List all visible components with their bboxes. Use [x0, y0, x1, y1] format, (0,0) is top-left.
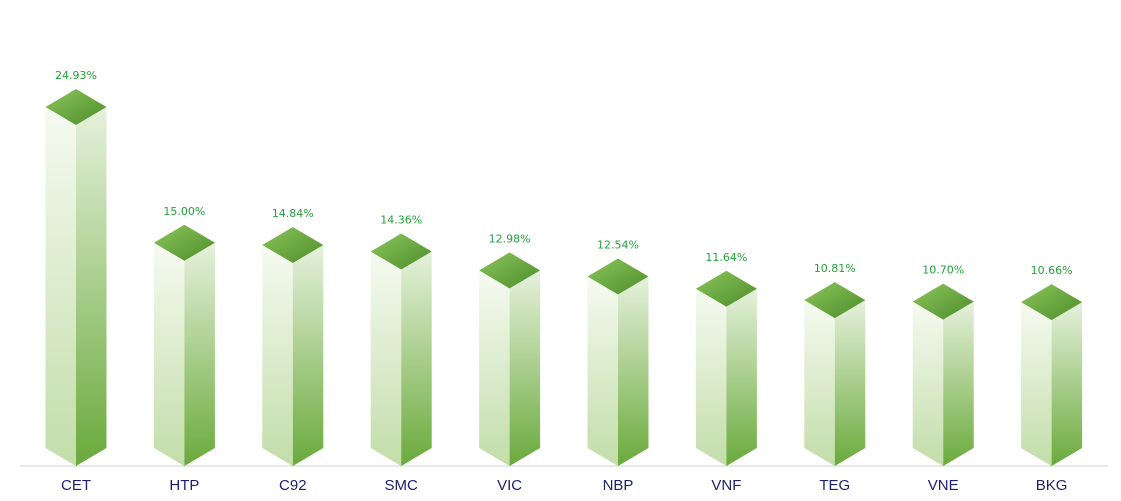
bar-right-face	[509, 270, 541, 466]
bar-right-face	[292, 244, 324, 466]
bar	[804, 282, 866, 466]
bar-top-face	[153, 224, 215, 261]
bar	[153, 224, 215, 466]
value-label: 15.00%	[163, 205, 205, 218]
x-tick-label: VIC	[497, 477, 522, 494]
bar-right-face	[1051, 302, 1083, 466]
bar-left-face	[695, 288, 727, 466]
bar	[45, 88, 107, 466]
value-label: 10.66%	[1031, 264, 1073, 277]
bar-top-face	[804, 282, 866, 319]
value-label: 11.64%	[705, 251, 747, 264]
bar-left-face	[370, 251, 402, 466]
bar-right-face	[184, 242, 215, 466]
bar-left-face	[912, 301, 944, 466]
value-label: 14.84%	[272, 207, 314, 220]
bar-top-face	[1021, 284, 1083, 321]
x-tick-label: SMC	[385, 477, 419, 494]
x-tick-label: VNE	[928, 477, 959, 494]
x-tick-label: C92	[279, 477, 307, 494]
x-tick-label: HTP	[169, 477, 199, 494]
value-label: 12.98%	[489, 232, 531, 245]
bar	[370, 233, 432, 466]
bar-right-face	[401, 251, 432, 466]
bar	[695, 270, 757, 466]
bar	[262, 226, 324, 466]
bar-left-face	[479, 270, 510, 466]
value-label: 24.93%	[55, 69, 97, 82]
value-label: 14.36%	[380, 214, 422, 227]
bar-left-face	[587, 276, 618, 466]
bar-left-face	[262, 244, 293, 466]
bar-top-face	[695, 270, 757, 307]
bar-top-face	[370, 233, 432, 270]
bar-left-face	[45, 106, 76, 466]
x-tick-label: TEG	[819, 477, 850, 494]
x-tick-label: NBP	[603, 477, 634, 494]
x-tick-label: BKG	[1036, 477, 1068, 494]
bar-right-face	[618, 276, 649, 466]
bar-right-face	[726, 288, 757, 466]
bar-top-face	[912, 283, 974, 320]
bar	[587, 258, 649, 466]
bar-left-face	[153, 242, 185, 466]
bar-right-face	[834, 300, 866, 466]
x-tick-label: CET	[61, 477, 91, 494]
x-tick-label: VNF	[711, 477, 741, 494]
bar-right-face	[76, 106, 107, 466]
bar-left-face	[1021, 302, 1052, 466]
bar-top-face	[479, 252, 541, 289]
bar-top-face	[587, 258, 649, 295]
bar	[479, 252, 541, 466]
bar-top-face	[45, 88, 107, 125]
bar	[1021, 284, 1083, 466]
value-label: 10.70%	[922, 264, 964, 277]
bar-right-face	[943, 301, 974, 466]
bar	[912, 283, 974, 466]
value-label: 12.54%	[597, 238, 639, 251]
bar-top-face	[262, 226, 324, 263]
value-label: 10.81%	[814, 262, 856, 275]
bar-left-face	[804, 300, 835, 466]
